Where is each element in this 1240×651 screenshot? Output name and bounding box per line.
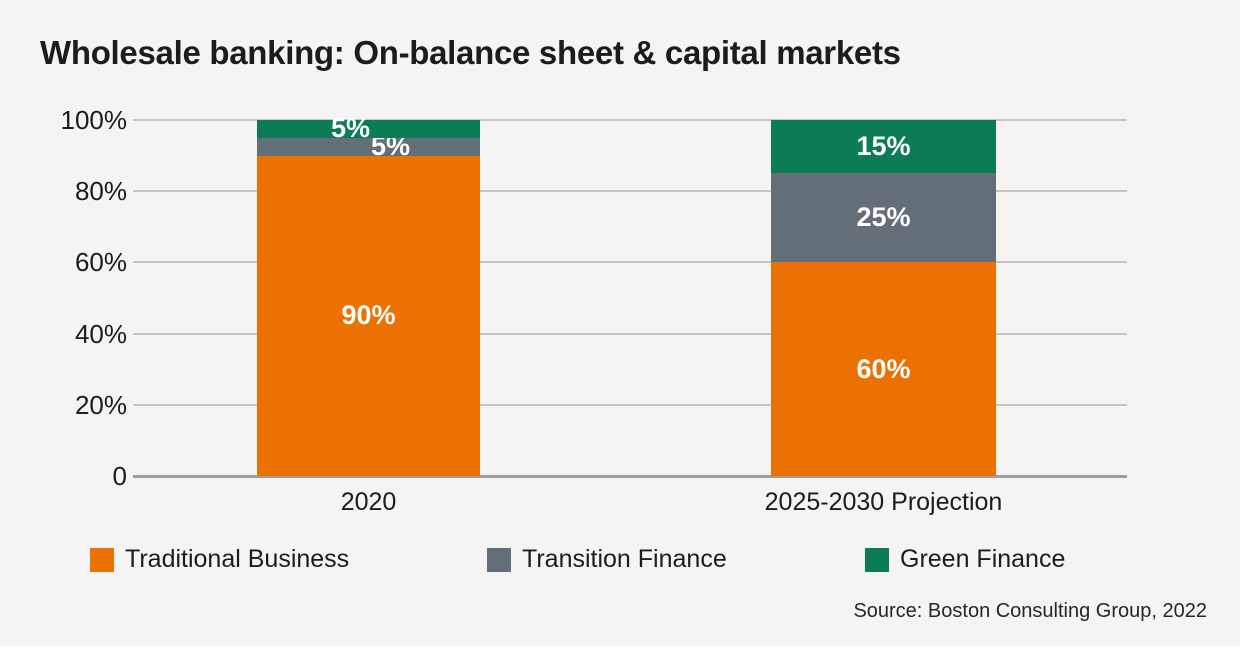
legend-item-transition-finance: Transition Finance xyxy=(487,547,727,572)
legend-item-traditional-business: Traditional Business xyxy=(90,547,349,572)
legend-item-green-finance: Green Finance xyxy=(865,547,1065,572)
source-note: Source: Boston Consulting Group, 2022 xyxy=(853,600,1207,622)
segment-value-label: 5% xyxy=(330,113,371,144)
x-tick-label: 2025-2030 Projection xyxy=(764,488,1003,516)
y-tick-label: 100% xyxy=(60,105,128,135)
segment-value-label: 90% xyxy=(341,300,396,331)
gridline xyxy=(133,261,1127,264)
legend-label: Green Finance xyxy=(900,545,1066,573)
legend-swatch-icon xyxy=(90,547,114,572)
gridline xyxy=(133,119,1127,121)
y-tick-label: 80% xyxy=(74,176,127,207)
legend-swatch-icon xyxy=(487,547,511,572)
gridline xyxy=(133,403,1127,406)
chart-title: Wholesale banking: On-balance sheet & ca… xyxy=(40,34,901,71)
legend-label: Traditional Business xyxy=(125,545,350,573)
y-tick-label: 20% xyxy=(74,389,127,420)
segment-value-label: 60% xyxy=(856,353,911,384)
bar-segment-transition-finance: 25% xyxy=(771,173,996,263)
y-tick-label: 40% xyxy=(74,318,127,349)
y-tick-label: 0 xyxy=(112,461,127,491)
gridline xyxy=(133,332,1127,335)
y-tick-label: 60% xyxy=(74,247,127,278)
x-axis-baseline xyxy=(133,474,1127,478)
bar-segment-traditional-business: 60% xyxy=(771,262,996,476)
bar-segment-traditional-business: 90% xyxy=(257,155,480,476)
x-tick-label: 2020 xyxy=(340,488,397,516)
bar-segment-green-finance: 5% xyxy=(257,115,480,142)
gridline xyxy=(133,190,1127,193)
legend-swatch-icon xyxy=(865,547,889,572)
segment-value-label: 15% xyxy=(856,131,911,162)
segment-value-label: 25% xyxy=(856,202,911,233)
legend-label: Transition Finance xyxy=(522,545,727,573)
bottom-edge-strip xyxy=(0,646,1240,651)
bar-segment-green-finance: 15% xyxy=(771,120,996,174)
